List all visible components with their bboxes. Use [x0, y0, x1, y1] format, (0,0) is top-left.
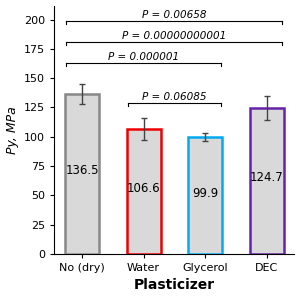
Y-axis label: Py, MPa: Py, MPa — [6, 106, 19, 153]
Bar — [127, 129, 160, 254]
Text: 136.5: 136.5 — [65, 164, 99, 177]
Text: P = 0.00658: P = 0.00658 — [142, 10, 207, 20]
Text: P = 0.06085: P = 0.06085 — [142, 92, 207, 102]
Bar — [65, 94, 99, 254]
Bar — [250, 108, 284, 254]
Text: 99.9: 99.9 — [192, 187, 218, 200]
Text: P = 0.00000000001: P = 0.00000000001 — [122, 31, 226, 41]
Text: 124.7: 124.7 — [250, 171, 284, 184]
Text: P = 0.000001: P = 0.000001 — [108, 52, 179, 62]
Text: 106.6: 106.6 — [127, 182, 160, 195]
X-axis label: Plasticizer: Plasticizer — [134, 278, 215, 292]
Bar — [188, 137, 222, 254]
